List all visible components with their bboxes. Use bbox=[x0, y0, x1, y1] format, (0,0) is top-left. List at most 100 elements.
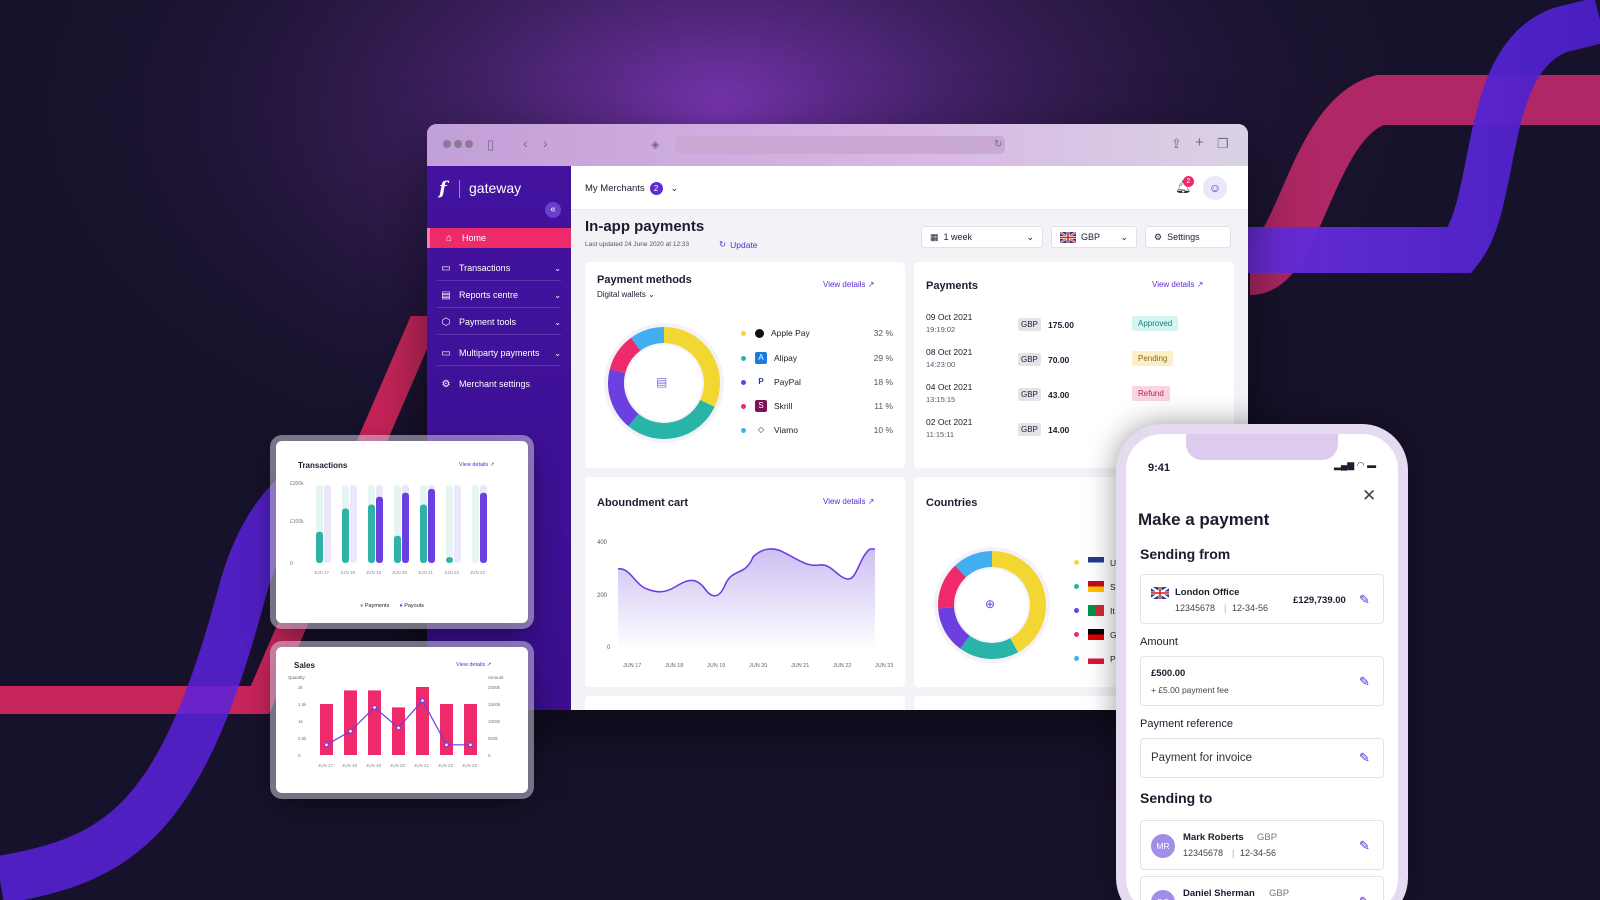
recipient-item[interactable]: MR Mark Roberts GBP 12345678 | 12-34-56 … bbox=[1140, 820, 1384, 870]
sidebar-item-payment-tools[interactable]: ⬡ Payment tools ⌄ bbox=[427, 312, 571, 332]
sidebar-item-merchant-settings[interactable]: ⚙ Merchant settings bbox=[427, 374, 571, 394]
wallet-filter[interactable]: Digital wallets ⌄ bbox=[597, 290, 655, 299]
sales-combo-chart: Quantity Amount 2k 1.5k 1k 0.5k 0 2000k 1500k 100… bbox=[288, 675, 504, 768]
currency-select[interactable]: GBP ⌄ bbox=[1051, 226, 1137, 248]
bar-payments bbox=[394, 535, 401, 563]
abandonment-cart-card: Aboundment cart View details ↗ 400 200 0… bbox=[585, 477, 905, 687]
x-tick: JUN 22 bbox=[444, 570, 460, 575]
card-title: Payment methods bbox=[597, 274, 692, 286]
bar-payments bbox=[446, 557, 453, 563]
update-label: Update bbox=[730, 239, 758, 250]
view-details-label: View details bbox=[823, 497, 866, 506]
amount-point bbox=[468, 742, 473, 748]
legend-label: Apple Pay bbox=[771, 328, 810, 338]
table-row[interactable]: 09 Oct 2021 19:19:02 GBP 175.00 Approved bbox=[926, 312, 1206, 342]
divider bbox=[437, 280, 561, 281]
edit-icon[interactable]: ✎ bbox=[1359, 750, 1370, 765]
view-details-link[interactable]: View details ↗ bbox=[823, 497, 875, 506]
sidebar-item-reports-centre[interactable]: ▤ Reports centre ⌄ bbox=[427, 285, 571, 305]
shield-icon: ◈ bbox=[651, 139, 660, 151]
edit-icon[interactable]: ✎ bbox=[1359, 895, 1373, 900]
maximize-dot[interactable] bbox=[465, 140, 473, 148]
donut-segment bbox=[663, 327, 720, 407]
view-details-link[interactable]: View details ↗ bbox=[823, 280, 875, 289]
close-dot[interactable] bbox=[443, 140, 451, 148]
sidebar-toggle-icon[interactable]: ▯ bbox=[487, 137, 495, 152]
recipient-name: Mark Roberts bbox=[1183, 832, 1244, 843]
avatar: MR bbox=[1151, 834, 1175, 858]
legend-label: PayPal bbox=[774, 377, 801, 387]
forward-icon[interactable]: › bbox=[543, 135, 548, 151]
reference-field[interactable]: Payment for invoice ✎ bbox=[1140, 738, 1384, 778]
period-select[interactable]: ▦ 1 week ⌄ bbox=[921, 226, 1043, 248]
donut-segment bbox=[609, 337, 641, 374]
update-link[interactable]: ↻ Update bbox=[719, 239, 758, 250]
y-tick: 400 bbox=[597, 540, 608, 546]
legend-item: P PayPal 18 % bbox=[741, 376, 893, 388]
sidebar-item-home[interactable]: ⌂ Home bbox=[427, 228, 571, 248]
refresh-icon: ↻ bbox=[719, 239, 727, 249]
y-tick-right: 1500k bbox=[488, 702, 501, 707]
share-icon[interactable]: ⇪ bbox=[1171, 136, 1182, 151]
status-badge: Refund bbox=[1132, 386, 1170, 401]
payment-date: 02 Oct 2021 bbox=[926, 417, 973, 427]
view-details-label: View details bbox=[823, 280, 866, 289]
amount-point bbox=[396, 725, 401, 731]
legend-dot bbox=[741, 427, 746, 433]
url-bar[interactable] bbox=[675, 136, 1005, 154]
sidebar-item-label: Reports centre bbox=[459, 290, 519, 300]
sidebar-item-multiparty-payments[interactable]: ▭ Multiparty payments ⌄ bbox=[427, 343, 571, 363]
bar-quantity bbox=[368, 690, 381, 755]
payment-time: 14:23:00 bbox=[926, 360, 956, 369]
view-details-link[interactable]: View details ↗ bbox=[459, 462, 495, 468]
merchant-selector[interactable]: My Merchants 2 ⌄ bbox=[585, 182, 678, 195]
y-tick: £200k bbox=[290, 481, 304, 487]
sidebar-item-transactions[interactable]: ▭ Transactions ⌄ bbox=[427, 258, 571, 278]
close-icon[interactable]: ✕ bbox=[1362, 486, 1377, 505]
amount-field[interactable]: £500.00 + £5.00 payment fee ✎ bbox=[1140, 656, 1384, 706]
wallet-filter-label: Digital wallets bbox=[597, 290, 646, 299]
edit-icon[interactable]: ✎ bbox=[1359, 674, 1370, 689]
legend-item: S bbox=[1074, 581, 1116, 592]
edit-icon[interactable]: ✎ bbox=[1359, 838, 1370, 853]
x-tick: JUN 17 bbox=[314, 570, 330, 575]
view-details-link[interactable]: View details ↗ bbox=[456, 662, 492, 668]
donut-segment bbox=[960, 635, 1019, 659]
table-row[interactable]: 08 Oct 2021 14:23:00 GBP 70.00 Pending bbox=[926, 347, 1206, 377]
recipient-currency: GBP bbox=[1257, 832, 1278, 843]
x-tick: JUN 23 bbox=[462, 763, 478, 768]
recipient-sort-code: 12-34-56 bbox=[1240, 848, 1277, 858]
table-row[interactable]: 04 Oct 2021 13:15:15 GBP 43.00 Refund bbox=[926, 382, 1206, 412]
view-details-link[interactable]: View details ↗ bbox=[1152, 280, 1204, 289]
reload-icon[interactable]: ↻ bbox=[994, 139, 1003, 150]
recipient-item[interactable]: DS Daniel Sherman GBP ✎ bbox=[1140, 876, 1384, 900]
card-title: Payments bbox=[926, 280, 978, 292]
edit-icon[interactable]: ✎ bbox=[1359, 592, 1370, 607]
bar-payments bbox=[368, 504, 375, 563]
avatar: DS bbox=[1151, 890, 1175, 900]
donut-segment bbox=[991, 551, 1046, 653]
x-tick: JUN 18 bbox=[665, 663, 683, 669]
x-tick: JUN 21 bbox=[414, 763, 430, 768]
collapse-sidebar-icon[interactable]: « bbox=[545, 202, 561, 218]
new-tab-icon[interactable]: + bbox=[1195, 134, 1204, 151]
back-icon[interactable]: ‹ bbox=[523, 135, 528, 151]
left-axis-title: Quantity bbox=[288, 675, 306, 680]
payment-time: 13:15:15 bbox=[926, 395, 956, 404]
tabs-icon[interactable]: ❐ bbox=[1217, 136, 1229, 151]
bar-payments bbox=[342, 508, 349, 563]
brand-name: gateway bbox=[469, 180, 522, 196]
last-updated-text: Last updated 24 June 2020 at 12:33 bbox=[585, 241, 690, 248]
x-tick: JUN 19 bbox=[366, 570, 382, 575]
user-avatar-icon[interactable]: ☺ bbox=[1203, 176, 1227, 200]
legend-percent: 11 % bbox=[874, 401, 893, 411]
table-row[interactable]: 02 Oct 2021 11:15:11 GBP 14.00 bbox=[926, 417, 1206, 447]
settings-button[interactable]: ⚙ Settings bbox=[1145, 226, 1231, 248]
minimize-dot[interactable] bbox=[454, 140, 462, 148]
bar-quantity bbox=[416, 687, 429, 755]
y-tick: 1k bbox=[298, 719, 304, 724]
sending-from-field[interactable]: London Office 12345678 | 12-34-56 £129,7… bbox=[1140, 574, 1384, 624]
sidebar-item-label: Home bbox=[462, 233, 487, 243]
divider bbox=[437, 365, 561, 366]
card-title: Aboundment cart bbox=[597, 497, 689, 509]
